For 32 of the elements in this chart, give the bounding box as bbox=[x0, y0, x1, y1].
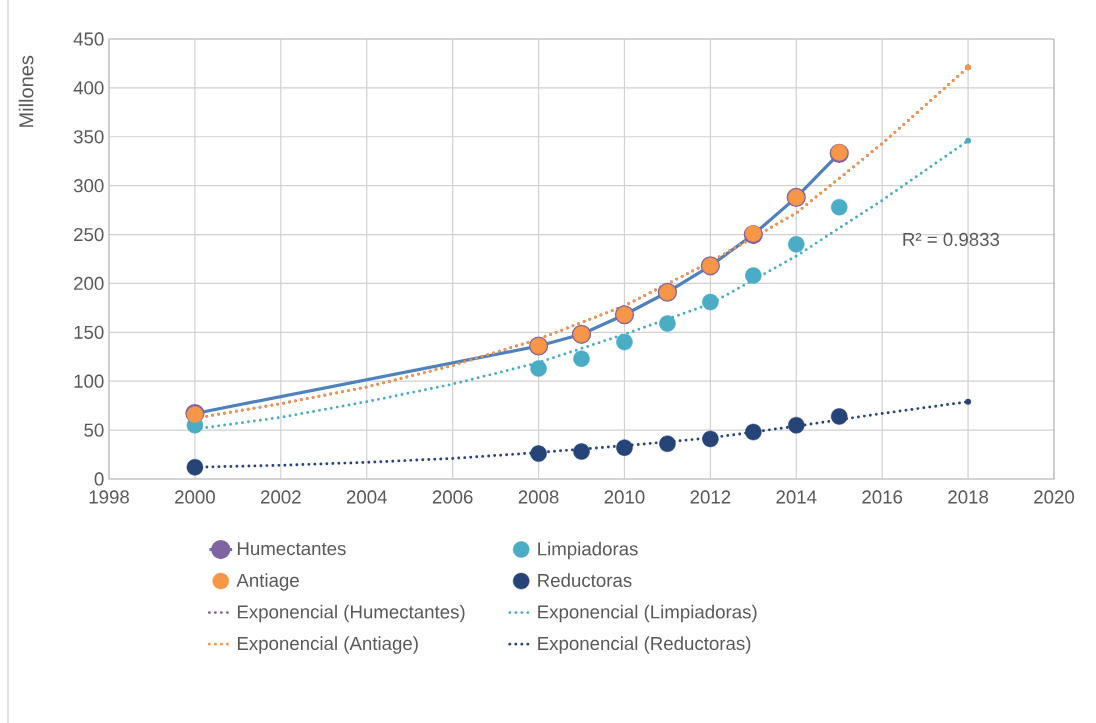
x-tick-label: 2002 bbox=[261, 490, 301, 504]
y-axis-title: Millones bbox=[18, 55, 34, 127]
legend-label: Exponencial (Reductoras) bbox=[538, 636, 751, 654]
y-tick-label: 150 bbox=[74, 325, 104, 339]
x-tick-label: 2000 bbox=[175, 490, 215, 504]
legend-label: Reductoras bbox=[538, 573, 632, 588]
legend-label: Exponencial (Limpiadoras) bbox=[538, 604, 757, 623]
y-tick-label: 50 bbox=[84, 423, 104, 437]
y-tick-label: 200 bbox=[74, 276, 104, 291]
legend-label: Exponencial (Antiage) bbox=[237, 636, 418, 654]
x-tick-label: 2010 bbox=[604, 490, 645, 504]
legend-label: Humectantes bbox=[237, 542, 346, 556]
y-tick-label: 450 bbox=[73, 32, 104, 46]
x-tick-label: 1998 bbox=[89, 490, 129, 504]
legend-label: Antiage bbox=[236, 573, 299, 591]
legend-label: Limpiadoras bbox=[538, 541, 638, 560]
y-tick-label: 100 bbox=[74, 374, 104, 388]
y-tick-label: 0 bbox=[94, 472, 104, 486]
x-tick-label: 2008 bbox=[518, 490, 559, 504]
annotation: R² = 0.9833 bbox=[903, 232, 1000, 247]
y-tick-label: 250 bbox=[74, 227, 104, 242]
x-tick-label: 2006 bbox=[432, 490, 473, 504]
x-tick-label: 2014 bbox=[776, 490, 817, 504]
x-tick-label: 2018 bbox=[948, 490, 989, 504]
x-tick-label: 2004 bbox=[346, 490, 387, 504]
legend-label: Exponencial (Humectantes) bbox=[237, 604, 465, 623]
x-tick-label: 2012 bbox=[690, 490, 731, 504]
x-tick-label: 2016 bbox=[862, 490, 903, 504]
y-tick-label: 400 bbox=[73, 81, 104, 95]
y-tick-label: 300 bbox=[73, 179, 104, 193]
x-tick-label: 2020 bbox=[1034, 490, 1075, 504]
y-tick-label: 350 bbox=[73, 130, 104, 144]
